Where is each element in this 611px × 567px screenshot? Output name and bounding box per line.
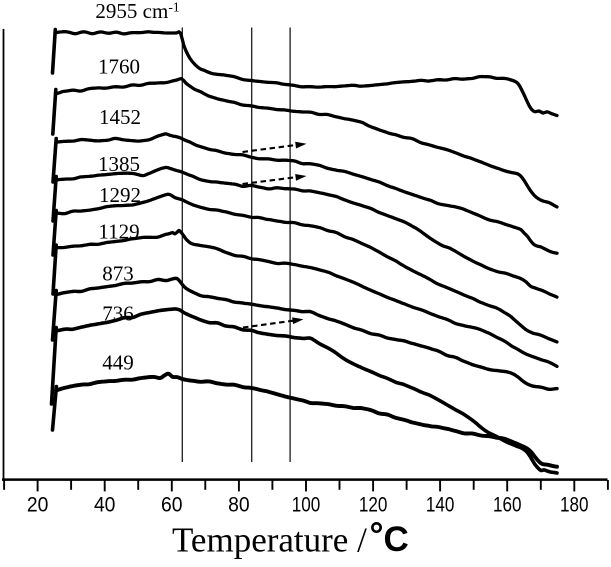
svg-text:80: 80 — [228, 493, 250, 517]
svg-text:20: 20 — [27, 493, 49, 517]
svg-text:40: 40 — [94, 493, 116, 517]
svg-text:120: 120 — [359, 493, 388, 517]
svg-text:873: 873 — [102, 262, 134, 286]
svg-text:°C: °C — [370, 516, 409, 560]
svg-text:60: 60 — [161, 493, 183, 517]
svg-text:1129: 1129 — [98, 220, 139, 244]
svg-text:2955 cm-1: 2955 cm-1 — [95, 0, 179, 23]
svg-text:100: 100 — [292, 493, 321, 517]
svg-text:180: 180 — [560, 493, 589, 517]
svg-text:449: 449 — [102, 351, 134, 375]
svg-text:736: 736 — [102, 302, 134, 326]
svg-text:160: 160 — [493, 493, 522, 517]
svg-text:1385: 1385 — [98, 152, 140, 176]
svg-text:1452: 1452 — [99, 105, 141, 129]
svg-text:1292: 1292 — [99, 183, 141, 207]
svg-text:Temperature /: Temperature / — [172, 521, 367, 560]
svg-text:1760: 1760 — [98, 55, 140, 79]
svg-text:140: 140 — [426, 493, 455, 517]
